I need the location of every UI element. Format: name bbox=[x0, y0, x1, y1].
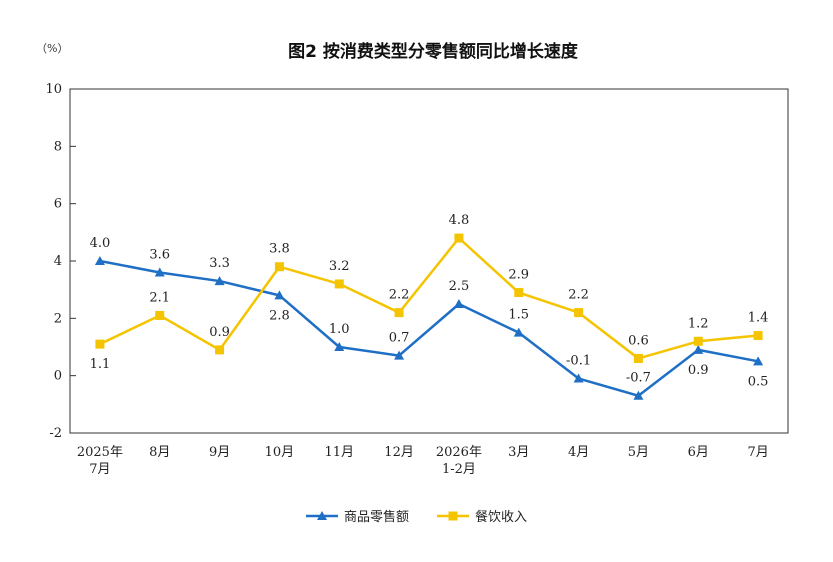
x-tick-label: 4月 bbox=[568, 445, 589, 460]
x-tick-label: 5月 bbox=[628, 445, 649, 460]
data-label: 1.4 bbox=[748, 311, 769, 326]
y-axis-unit: （%） bbox=[36, 42, 68, 55]
legend-marker bbox=[448, 511, 458, 521]
data-point bbox=[274, 290, 285, 300]
data-point bbox=[215, 345, 225, 355]
data-point bbox=[633, 353, 643, 363]
data-label: 0.7 bbox=[389, 331, 410, 346]
data-point bbox=[693, 336, 703, 346]
data-point bbox=[95, 339, 105, 349]
data-label: 3.6 bbox=[149, 247, 170, 262]
data-label: 3.3 bbox=[209, 256, 230, 271]
data-label: 2.5 bbox=[449, 279, 470, 294]
data-point bbox=[334, 342, 345, 351]
data-point bbox=[573, 373, 584, 383]
y-tick-label: 10 bbox=[45, 82, 62, 97]
y-tick-label: 0 bbox=[54, 369, 62, 384]
data-label: 2.9 bbox=[508, 268, 529, 283]
x-tick-label: 2025年 7月 bbox=[77, 445, 123, 477]
x-tick-label: 7月 bbox=[747, 445, 768, 460]
data-point bbox=[633, 390, 644, 400]
data-label: -0.7 bbox=[626, 371, 651, 386]
y-tick-label: 2 bbox=[54, 311, 62, 326]
series-layer bbox=[94, 233, 764, 400]
data-labels: 4.0 3.6 3.3 2.8 1.0 0.7 2.5 1.5 -0.1 -0.7 0.9 0.5 1.… bbox=[90, 213, 769, 389]
data-label: 3.2 bbox=[329, 259, 350, 274]
data-point bbox=[394, 308, 404, 318]
data-point bbox=[154, 267, 165, 277]
y-tick-label: 6 bbox=[54, 197, 62, 212]
x-tick-label: 3月 bbox=[508, 445, 529, 460]
data-point bbox=[753, 331, 763, 341]
x-tick-label: 9月 bbox=[209, 445, 230, 460]
data-point bbox=[693, 344, 704, 354]
legend-label: 商品零售额 bbox=[344, 509, 409, 525]
data-point bbox=[753, 356, 764, 366]
data-point bbox=[274, 262, 284, 272]
series-line bbox=[99, 259, 759, 397]
x-tick-label: 8月 bbox=[149, 445, 170, 460]
data-label: 2.2 bbox=[389, 288, 410, 303]
data-label: 1.5 bbox=[508, 308, 529, 323]
legend: 商品零售额 餐饮收入 bbox=[306, 509, 527, 525]
data-label: 1.2 bbox=[688, 316, 709, 331]
data-label: 0.9 bbox=[209, 325, 230, 340]
data-point bbox=[454, 233, 464, 243]
x-tick-label: 11月 bbox=[324, 445, 354, 460]
data-label: 2.8 bbox=[269, 308, 290, 323]
data-label: 2.2 bbox=[568, 288, 589, 303]
data-point bbox=[155, 310, 165, 320]
data-label: -0.1 bbox=[566, 354, 591, 369]
data-point bbox=[514, 288, 524, 298]
x-tick-label: 12月 bbox=[384, 445, 414, 460]
x-tick-label: 2026年 1-2月 bbox=[436, 445, 482, 477]
y-tick-label: 8 bbox=[54, 139, 62, 154]
data-label: 2.1 bbox=[149, 290, 170, 305]
plot-frame bbox=[69, 88, 789, 434]
x-axis: 2025年 7月 8月 9月 10月 11月 12月 2026年 1-2月 3月 4月 5月 6月 7月 bbox=[77, 445, 769, 477]
data-point bbox=[94, 256, 105, 265]
data-point bbox=[334, 279, 344, 289]
data-label: 4.0 bbox=[90, 236, 111, 251]
data-label: 0.6 bbox=[628, 333, 649, 348]
data-point bbox=[453, 299, 464, 308]
legend-marker bbox=[317, 511, 327, 520]
data-label: 1.0 bbox=[329, 322, 350, 337]
y-tick-label: -2 bbox=[49, 426, 62, 441]
series-line bbox=[99, 236, 759, 360]
data-label: 0.9 bbox=[688, 363, 709, 378]
data-point bbox=[574, 308, 584, 318]
data-label: 1.1 bbox=[90, 357, 111, 372]
data-point bbox=[214, 276, 225, 286]
data-label: 4.8 bbox=[449, 213, 470, 228]
legend-label: 餐饮收入 bbox=[475, 509, 527, 525]
data-label: 3.8 bbox=[269, 242, 290, 257]
data-label: 0.5 bbox=[748, 374, 769, 389]
data-point bbox=[394, 350, 405, 360]
y-axis: -2 0 2 4 6 8 10 bbox=[45, 82, 76, 441]
y-tick-label: 4 bbox=[54, 254, 62, 269]
data-point bbox=[513, 327, 524, 337]
x-tick-label: 10月 bbox=[265, 445, 295, 460]
chart-title: 图2 按消费类型分零售额同比增长速度 bbox=[288, 41, 579, 62]
x-tick-label: 6月 bbox=[688, 445, 709, 460]
